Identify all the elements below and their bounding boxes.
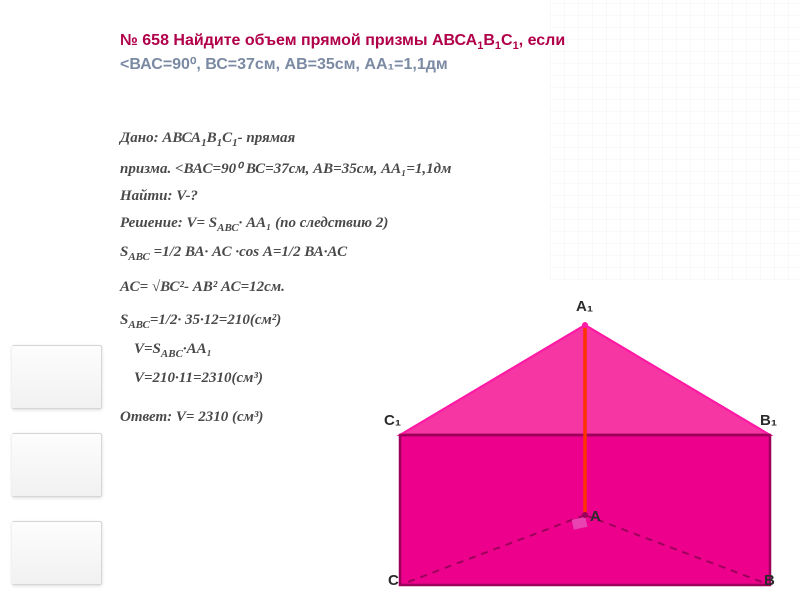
label-c: С bbox=[388, 572, 399, 589]
given-line-2: призма. <ВАС=90⁰ ВС=37см, АВ=35см, АА₁=1… bbox=[120, 159, 770, 178]
tab-1[interactable] bbox=[12, 345, 102, 409]
title-text-2: , если bbox=[519, 32, 565, 49]
label-b: В bbox=[764, 572, 775, 589]
title-number: № 658 bbox=[120, 32, 169, 49]
tab-2[interactable] bbox=[12, 433, 102, 497]
prism-diagram: А₁ В₁ С₁ А В С bbox=[390, 290, 780, 590]
solution-line: Решение: V= SАВС· АА₁ (по следствию 2) bbox=[120, 215, 770, 234]
title-text-1: Найдите объем прямой призмы АВСА bbox=[169, 32, 477, 49]
tab-3[interactable] bbox=[12, 521, 102, 585]
given-line-1: Дано: АВСА1В1С1- прямая bbox=[120, 130, 770, 149]
label-b1: В₁ bbox=[760, 412, 777, 429]
s-formula-1: SАВС =1/2 ВА· АС ·cos А=1/2 ВА·АС bbox=[120, 244, 770, 263]
label-c1: С₁ bbox=[384, 412, 401, 429]
prism-svg bbox=[390, 290, 780, 590]
title-conditions: <ВАС=90⁰, ВС=37см, АВ=35см, АА₁=1,1дм bbox=[120, 56, 448, 73]
find-line: Найти: V-? bbox=[120, 188, 770, 205]
problem-title: № 658 Найдите объем прямой призмы АВСА1В… bbox=[120, 30, 770, 76]
label-a1: А₁ bbox=[576, 298, 593, 315]
side-tabs bbox=[12, 345, 102, 585]
label-a: А bbox=[590, 508, 601, 525]
